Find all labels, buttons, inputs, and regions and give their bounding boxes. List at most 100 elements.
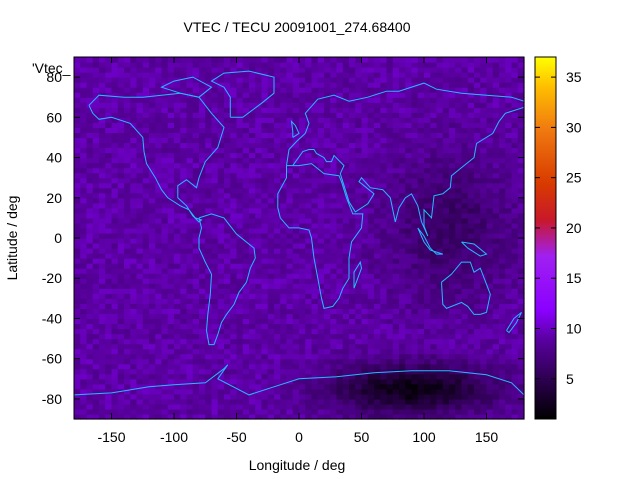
heatmap-cell — [174, 243, 181, 249]
heatmap-cell — [124, 102, 131, 108]
heatmap-cell — [230, 258, 238, 264]
heatmap-cell — [267, 217, 275, 224]
heatmap-cell — [124, 132, 131, 139]
heatmap-cell — [355, 343, 363, 350]
heatmap-cell — [149, 82, 156, 88]
heatmap-cell — [367, 268, 375, 274]
heatmap-cell — [161, 268, 169, 274]
heatmap-cell — [430, 112, 438, 118]
heatmap-cell — [180, 388, 188, 395]
heatmap-cell — [186, 147, 194, 154]
heatmap-cell — [380, 398, 388, 405]
heatmap-cell — [361, 408, 369, 415]
heatmap-cell — [261, 112, 269, 118]
heatmap-cell — [361, 273, 369, 279]
heatmap-cell — [405, 212, 413, 219]
heatmap-cell — [336, 232, 344, 239]
heatmap-cell — [324, 263, 331, 269]
heatmap-cell — [305, 343, 313, 350]
heatmap-cell — [324, 338, 331, 345]
heatmap-cell — [142, 57, 150, 63]
heatmap-cell — [180, 57, 188, 63]
heatmap-cell — [286, 238, 294, 244]
heatmap-cell — [374, 77, 381, 83]
heatmap-cell — [449, 358, 456, 365]
heatmap-cell — [117, 137, 125, 144]
heatmap-cell — [280, 253, 288, 259]
heatmap-cell — [324, 207, 331, 214]
heatmap-cell — [267, 398, 275, 405]
heatmap-cell — [336, 137, 344, 144]
heatmap-cell — [267, 323, 275, 330]
heatmap-cell — [186, 107, 194, 113]
heatmap-cell — [492, 293, 500, 299]
heatmap-cell — [205, 298, 213, 304]
heatmap-cell — [430, 222, 438, 229]
heatmap-cell — [436, 187, 444, 194]
heatmap-cell — [336, 162, 344, 169]
heatmap-cell — [374, 232, 381, 239]
heatmap-cell — [255, 328, 263, 335]
heatmap-cell — [374, 142, 381, 149]
heatmap-cell — [299, 313, 306, 320]
heatmap-cell — [142, 363, 150, 370]
heatmap-cell — [442, 192, 450, 199]
heatmap-cell — [105, 82, 113, 88]
heatmap-cell — [99, 112, 106, 118]
heatmap-cell — [174, 97, 181, 103]
heatmap-cell — [486, 273, 494, 279]
heatmap-cell — [386, 283, 394, 289]
heatmap-cell — [492, 152, 500, 159]
heatmap-cell — [92, 313, 100, 320]
heatmap-cell — [330, 177, 338, 184]
heatmap-cell — [155, 117, 163, 123]
heatmap-cell — [492, 62, 500, 68]
heatmap-cell — [192, 187, 200, 194]
heatmap-cell — [299, 303, 306, 309]
heatmap-cell — [224, 112, 231, 118]
heatmap-cell — [117, 253, 125, 259]
heatmap-cell — [417, 97, 425, 103]
heatmap-cell — [86, 298, 94, 304]
heatmap-cell — [192, 177, 200, 184]
heatmap-cell — [455, 298, 463, 304]
heatmap-cell — [492, 328, 500, 335]
heatmap-cell — [311, 413, 319, 420]
heatmap-cell — [380, 248, 388, 254]
heatmap-cell — [274, 333, 281, 340]
heatmap-cell — [186, 57, 194, 63]
heatmap-cell — [267, 313, 275, 320]
heatmap-cell — [186, 378, 194, 385]
heatmap-cell — [211, 227, 219, 234]
heatmap-cell — [155, 67, 163, 73]
heatmap-cell — [186, 393, 194, 400]
heatmap-cell — [336, 263, 344, 269]
heatmap-cell — [161, 102, 169, 108]
heatmap-cell — [249, 122, 256, 128]
heatmap-cell — [505, 348, 513, 355]
heatmap-cell — [186, 368, 194, 375]
heatmap-cell — [211, 97, 219, 103]
heatmap-cell — [424, 398, 431, 405]
heatmap-cell — [442, 263, 450, 269]
heatmap-cell — [136, 353, 144, 360]
heatmap-cell — [436, 82, 444, 88]
heatmap-cell — [367, 72, 375, 78]
heatmap-cell — [367, 127, 375, 134]
heatmap-cell — [149, 77, 156, 83]
heatmap-cell — [205, 263, 213, 269]
heatmap-cell — [311, 408, 319, 415]
heatmap-cell — [367, 177, 375, 184]
heatmap-cell — [261, 127, 269, 134]
heatmap-cell — [161, 318, 169, 325]
heatmap-cell — [92, 202, 100, 209]
heatmap-cell — [361, 227, 369, 234]
heatmap-cell — [361, 243, 369, 249]
heatmap-cell — [299, 122, 306, 128]
heatmap-cell — [280, 343, 288, 350]
heatmap-cell — [142, 393, 150, 400]
heatmap-cell — [374, 202, 381, 209]
heatmap-cell — [192, 303, 200, 309]
heatmap-cell — [317, 373, 325, 380]
heatmap-cell — [149, 328, 156, 335]
